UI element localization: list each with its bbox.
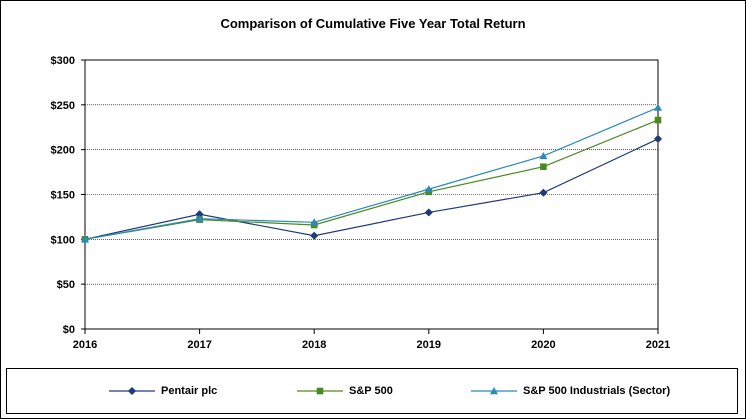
y-tick-label-4: $200	[51, 145, 75, 157]
legend-marker-0	[127, 386, 137, 396]
legend-label-industrials: S&P 500 Industrials (Sector)	[523, 385, 671, 397]
series-0-point-2	[310, 231, 319, 240]
x-tick-label-1: 2017	[187, 339, 211, 351]
series-2-point-1	[195, 214, 204, 222]
series-0-point-3	[424, 208, 433, 217]
chart-legend: Pentair plc S&P 500 S&P 500 Industrials …	[6, 368, 738, 414]
series-line-2	[84, 106, 659, 240]
legend-label-sp500: S&P 500	[349, 385, 393, 397]
chart-title: Comparison of Cumulative Five Year Total…	[220, 16, 526, 31]
x-tick-label-0: 2016	[73, 339, 97, 351]
series-2-point-5	[654, 103, 662, 111]
legend-swatch-pentair	[109, 386, 155, 396]
x-tick-label-3: 2019	[417, 339, 441, 351]
series-line-0	[84, 138, 659, 240]
legend-label-pentair: Pentair plc	[161, 385, 218, 397]
legend-item-industrials: S&P 500 Industrials (Sector)	[469, 384, 670, 398]
x-tick-label-5: 2021	[646, 339, 670, 351]
x-tick-label-4: 2020	[531, 339, 555, 351]
legend-swatch-industrials	[471, 387, 517, 395]
series-2-point-3	[424, 185, 433, 193]
series-2-point-2	[310, 218, 319, 226]
y-tick-label-5: $250	[51, 100, 75, 112]
y-tick-label-1: $50	[57, 279, 75, 291]
legend-item-sp500: S&P 500	[295, 384, 393, 398]
y-tick-label-0: $0	[63, 324, 75, 336]
series-0-point-5	[653, 134, 663, 144]
series-2-point-0	[81, 235, 89, 243]
legend-swatch-sp500	[297, 387, 343, 395]
y-tick-label-2: $100	[51, 234, 75, 246]
y-tick-label-6: $300	[51, 55, 75, 67]
y-tick-label-3: $150	[51, 190, 75, 202]
legend-marker-1	[316, 387, 324, 395]
series-2-point-4	[539, 151, 548, 160]
legend-marker-2	[490, 387, 498, 395]
series-1-point-5	[654, 116, 662, 124]
legend-item-pentair: Pentair plc	[107, 384, 217, 398]
series-0-point-4	[539, 188, 548, 197]
series-1-point-4	[540, 163, 547, 171]
series-line-1	[84, 119, 659, 240]
x-tick-label-2: 2018	[302, 339, 326, 351]
